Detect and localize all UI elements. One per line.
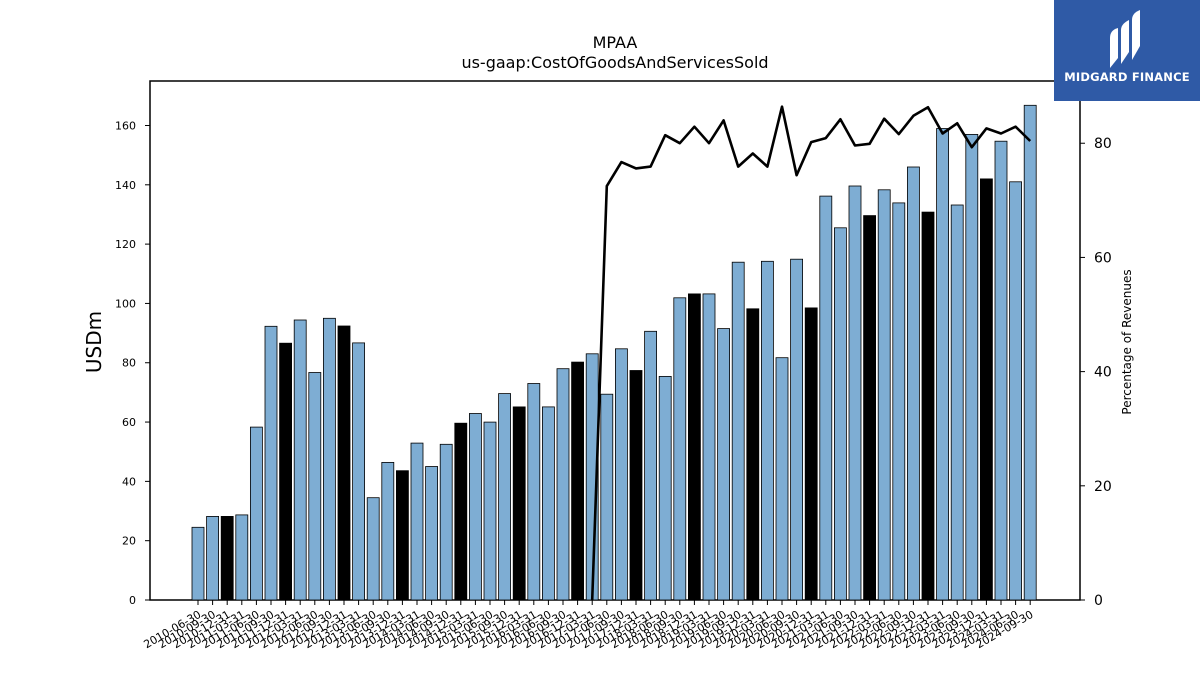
bar: [746, 308, 760, 601]
bar: [936, 128, 949, 601]
bar: [907, 166, 920, 601]
bar: [410, 442, 424, 601]
bar: [615, 348, 628, 601]
y-tick-label: 60: [122, 416, 136, 429]
bar: [454, 422, 468, 601]
bar: [731, 261, 745, 601]
bar: [425, 466, 439, 601]
bar: [483, 421, 497, 601]
bar: [790, 258, 803, 601]
bar: [571, 361, 584, 601]
bar: [322, 317, 336, 601]
bar: [439, 443, 453, 601]
chart-subtitle: us-gaap:CostOfGoodsAndServicesSold: [461, 53, 768, 72]
bar: [965, 133, 979, 601]
bar: [1009, 181, 1022, 601]
chart-title: MPAA: [593, 33, 638, 52]
bar: [921, 211, 935, 601]
y-tick-label: 0: [129, 594, 136, 607]
bar: [761, 260, 774, 601]
y-right-tick-label: 80: [1094, 136, 1112, 152]
bar: [308, 372, 322, 601]
bar: [644, 330, 657, 601]
bar: [264, 325, 278, 601]
y-axis-right-label: Percentage of Revenues: [1120, 269, 1134, 414]
bar: [848, 185, 862, 601]
bar: [673, 297, 687, 601]
y-tick-label: 140: [115, 179, 136, 192]
bar: [688, 293, 701, 601]
plot-frame: [149, 80, 1081, 601]
y-axis-right: 0 20 40 60 80: [1080, 136, 1112, 609]
bar: [980, 178, 993, 601]
y-right-tick-label: 20: [1094, 479, 1112, 495]
bar: [395, 470, 409, 601]
y-axis-label: USDm: [82, 311, 106, 373]
bar: [220, 516, 234, 601]
bar: [1023, 104, 1037, 601]
bar: [381, 461, 395, 601]
bar: [337, 325, 351, 601]
bar: [366, 497, 380, 601]
logo-mark-icon: [1110, 10, 1140, 68]
bar: [892, 202, 906, 601]
bar: [804, 307, 818, 601]
bar: [498, 393, 512, 601]
bar: [206, 516, 220, 601]
bar: [279, 342, 293, 601]
bars: [191, 104, 1037, 601]
bar: [556, 368, 570, 601]
bar: [994, 140, 1008, 601]
y-tick-label: 160: [115, 119, 136, 132]
bar: [658, 375, 672, 601]
y-tick-label: 100: [115, 297, 136, 310]
y-tick-label: 40: [122, 475, 136, 488]
bar: [629, 370, 643, 601]
y-axis-left: 0 20 40 60 80 100 120 140 160: [115, 119, 150, 607]
bar: [834, 227, 847, 601]
y-tick-label: 80: [122, 357, 136, 370]
bar: [877, 189, 891, 601]
y-tick-label: 20: [122, 535, 136, 548]
midgard-finance-logo: MIDGARD FINANCE: [1054, 0, 1200, 101]
bar: [468, 413, 482, 601]
bar: [352, 342, 366, 601]
logo-text: MIDGARD FINANCE: [1064, 70, 1190, 84]
bar: [293, 319, 307, 601]
percentage-line: [590, 105, 1032, 601]
bar: [702, 293, 716, 601]
bar: [527, 383, 541, 601]
y-right-tick-label: 60: [1094, 250, 1112, 266]
y-right-tick-label: 0: [1094, 593, 1103, 609]
bar: [863, 215, 876, 601]
bar: [950, 204, 964, 601]
x-axis: 2010-06-302010-09-302010-12-312011-03-31…: [141, 600, 1036, 651]
bar: [819, 195, 833, 601]
bar: [717, 328, 730, 601]
bar: [775, 357, 789, 601]
bar: [249, 426, 263, 601]
y-right-tick-label: 40: [1094, 365, 1112, 381]
y-tick-label: 120: [115, 238, 136, 251]
bar: [191, 526, 205, 601]
bar: [512, 406, 526, 601]
bar: [600, 393, 614, 601]
bar: [542, 406, 555, 601]
bar: [235, 514, 249, 601]
